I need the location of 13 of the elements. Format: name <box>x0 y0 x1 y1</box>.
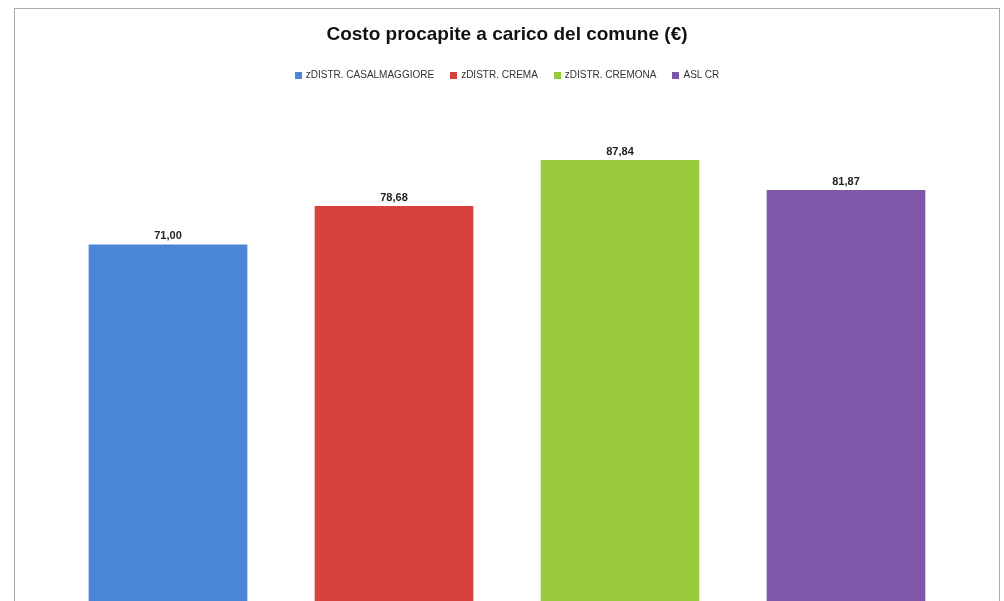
data-label: 78,68 <box>380 190 408 203</box>
bar <box>314 206 474 601</box>
text: ASL CR <box>683 69 720 80</box>
text: zDISTR. CREMONA <box>564 69 657 80</box>
bar <box>766 190 926 601</box>
bar <box>540 160 700 601</box>
text: zDISTR. CREMA <box>461 69 538 80</box>
data-label: 87,84 <box>606 144 635 157</box>
text: zDISTR. CASALMAGGIORE <box>305 69 435 80</box>
data-label: 71,00 <box>154 229 182 242</box>
bar <box>88 244 248 601</box>
chart-title: Costo procapite a carico del comune (€) <box>325 23 689 45</box>
data-label: 81,87 <box>832 174 860 187</box>
